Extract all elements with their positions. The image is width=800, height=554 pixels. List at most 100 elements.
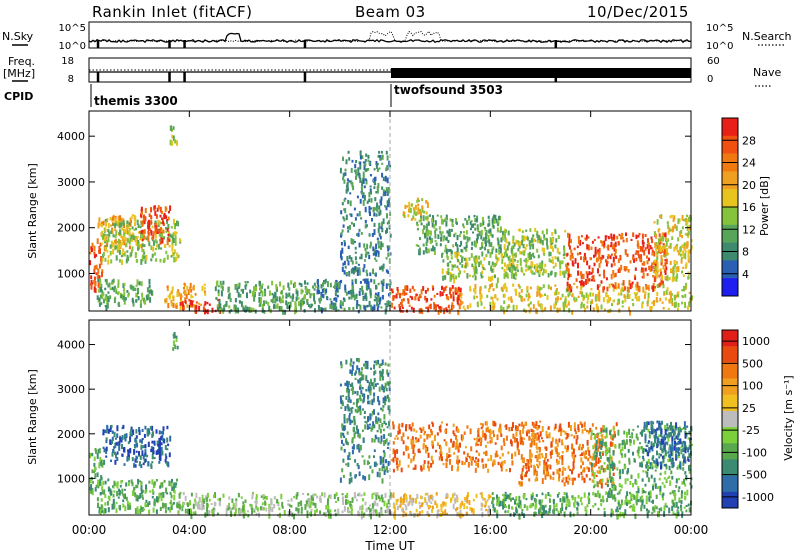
velocity-panel: 1000 2000 3000 4000 Slant Range [km] 1000 50… <box>26 319 795 520</box>
time-tick-label-6: 00:00 <box>674 523 709 537</box>
power-panel: 1000 2000 3000 4000 Slant Range [km] 4 8 12 16… <box>26 110 771 316</box>
noise-search-trace <box>88 30 692 43</box>
time-tick-label-1: 04:00 <box>172 523 207 537</box>
beam-title: Beam 03 <box>355 3 426 21</box>
power-region-16 <box>169 125 178 146</box>
noise-left-label: N.Sky <box>2 30 34 43</box>
data-gap-markers <box>96 40 558 82</box>
velocity-region-12 <box>339 358 392 485</box>
noise-panel-frame <box>88 21 692 49</box>
velocity-ytick-label-1: 2000 <box>57 428 85 441</box>
power-colorbar-band-0 <box>722 118 738 137</box>
freq-tick-bottom: 8 <box>68 74 74 85</box>
power-ytick-label-0: 1000 <box>57 267 85 280</box>
velocity-ytick-label-2: 3000 <box>57 383 85 396</box>
velocity-region-5 <box>390 420 542 474</box>
power-ytick-label-1: 2000 <box>57 222 85 235</box>
power-colorbar-band-4 <box>722 189 738 208</box>
power-region-7 <box>214 280 317 315</box>
velocity-colorbar-label-2: 100 <box>742 380 763 393</box>
velocity-colorbar-band-10 <box>722 491 738 509</box>
power-ytick-label-2: 3000 <box>57 176 85 189</box>
cpid-label: CPID <box>4 90 33 103</box>
cpid-segment-1: twofsound 3503 <box>394 83 503 97</box>
freq-gap-1 <box>168 72 171 82</box>
power-colorbar-band-5 <box>722 207 738 226</box>
power-region-2 <box>101 218 182 265</box>
power-region-17 <box>339 150 392 277</box>
power-region-8 <box>316 278 392 315</box>
power-colorbar-band-8 <box>722 260 738 279</box>
velocity-colorbar-band-1 <box>722 346 738 363</box>
time-tick-label-5: 20:00 <box>573 523 608 537</box>
velocity-colorbar-label-7: -1000 <box>742 491 774 504</box>
time-axis: 00:00 04:00 08:00 12:00 16:00 20:00 00:00 <box>72 111 709 537</box>
power-region-3 <box>140 205 172 246</box>
power-colorbar-label-0: 4 <box>742 268 749 281</box>
velocity-region-7 <box>491 491 692 520</box>
velocity-colorbar-band-0 <box>722 330 738 347</box>
velocity-heatmap <box>89 332 693 520</box>
time-tick-label-4: 16:00 <box>473 523 508 537</box>
power-region-11 <box>415 214 505 256</box>
power-region-4 <box>96 278 154 311</box>
time-tick-label-2: 08:00 <box>272 523 307 537</box>
power-colorbar-band-1 <box>722 135 738 154</box>
velocity-colorbar-label-1: 500 <box>742 357 763 370</box>
velocity-colorbar-label-5: -100 <box>742 446 767 459</box>
freq-label-2: [MHz] <box>3 67 35 80</box>
power-y-axis: 1000 2000 3000 4000 <box>57 130 691 280</box>
power-colorbar-label-3: 16 <box>742 201 756 214</box>
nave-tick-top: 60 <box>707 56 720 67</box>
noise-gap-4 <box>554 40 558 48</box>
time-axis-title: Time UT <box>364 539 415 553</box>
velocity-y-axis: 1000 2000 3000 4000 <box>57 339 691 485</box>
power-colorbar: 4 8 12 16 20 24 28 <box>721 117 756 297</box>
velocity-colorbar: 1000 500 100 25 -25 -100 -500 -1000 <box>721 329 774 509</box>
power-region-12 <box>441 251 517 284</box>
noise-tick-right-top: 10^5 <box>706 23 733 34</box>
velocity-colorbar-label: Velocity [m s⁻¹] <box>782 375 795 460</box>
freq-gap-2 <box>183 72 186 82</box>
velocity-region-11 <box>172 332 179 351</box>
power-colorbar-label-4: 20 <box>742 179 756 192</box>
noise-gap-1 <box>168 40 171 48</box>
freq-gap-0 <box>96 72 100 82</box>
power-colorbar-label: Power [dB] <box>758 176 771 236</box>
velocity-ytick-label-3: 4000 <box>57 339 85 352</box>
freq-gap-3 <box>303 72 307 82</box>
velocity-colorbar-label-3: 25 <box>742 402 756 415</box>
velocity-colorbar-band-9 <box>722 475 738 493</box>
station-title: Rankin Inlet (fitACF) <box>92 3 253 21</box>
nave-tick-bottom: 0 <box>707 74 713 85</box>
power-region-13 <box>503 227 568 278</box>
power-ytick-label-3: 4000 <box>57 130 85 143</box>
velocity-region-6 <box>390 492 492 520</box>
power-region-0 <box>89 242 104 293</box>
velocity-colorbar-band-2 <box>722 362 738 379</box>
noise-tick-left-top: 10^5 <box>59 23 86 34</box>
freq-tick-top: 18 <box>61 56 74 67</box>
velocity-region-2 <box>96 478 179 516</box>
cpid-segment-0: themis 3300 <box>94 94 178 108</box>
noise-sky-trace <box>88 32 692 44</box>
velocity-region-0 <box>89 448 104 496</box>
velocity-colorbar-band-6 <box>722 427 738 444</box>
power-colorbar-label-6: 28 <box>742 134 756 147</box>
velocity-ylabel: Slant Range [km] <box>26 369 39 465</box>
noise-gap-2 <box>183 40 186 48</box>
noise-tick-left-bottom: 10^0 <box>59 41 86 52</box>
freq-label-1: Freq. <box>8 55 35 68</box>
power-region-6 <box>179 298 222 315</box>
velocity-colorbar-label-4: -25 <box>742 424 760 437</box>
velocity-colorbar-band-7 <box>722 443 738 460</box>
velocity-colorbar-band-8 <box>722 459 738 476</box>
noise-gap-3 <box>303 40 307 48</box>
date-title: 10/Dec/2015 <box>587 3 689 21</box>
power-region-18 <box>402 197 429 222</box>
velocity-colorbar-label-6: -500 <box>742 469 767 482</box>
power-region-9 <box>390 285 463 316</box>
noise-right-label: N.Search <box>742 30 792 43</box>
time-tick-label-3: 12:00 <box>373 523 408 537</box>
